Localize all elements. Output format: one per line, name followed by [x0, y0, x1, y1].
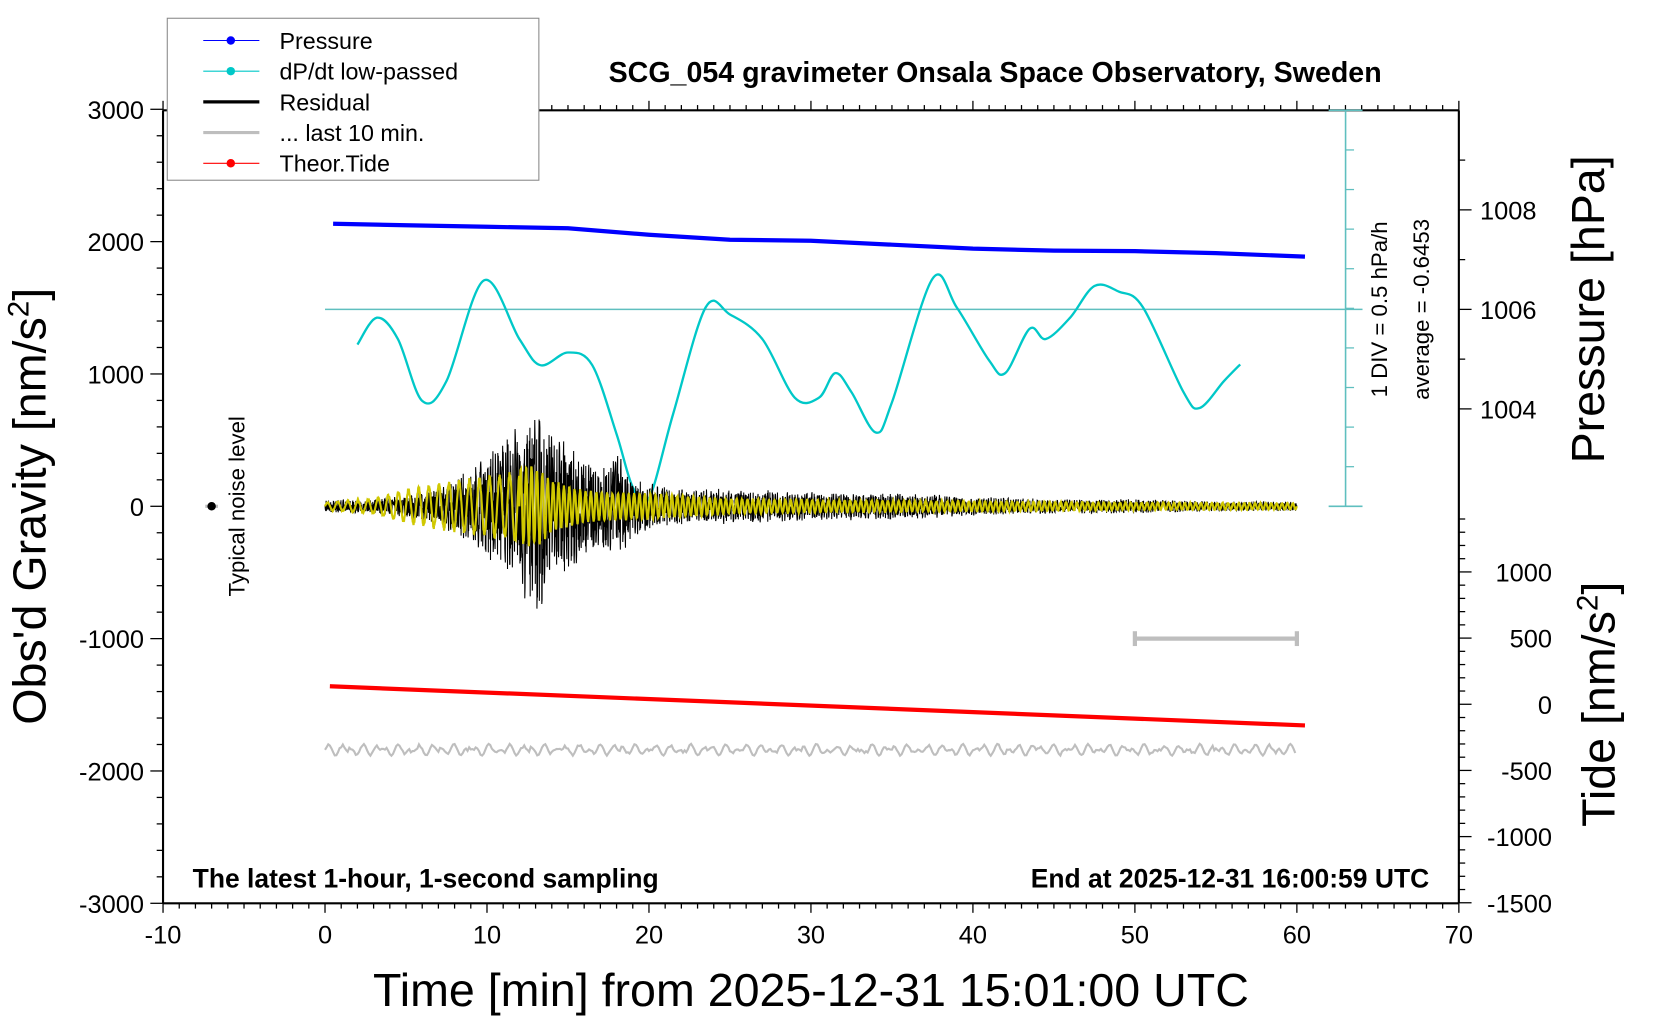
y-tick-label-tide: -1500: [1487, 890, 1552, 918]
y-tick-label-tide: -500: [1501, 758, 1552, 786]
series: [205, 221, 1363, 758]
legend: Pressure dP/dt low-passed Residual ... last…: [166, 17, 540, 181]
x-tick-label: 50: [1121, 922, 1149, 950]
x-tick-label: 30: [797, 922, 825, 950]
dpdt-average-label: average = -0.6453: [1409, 219, 1434, 400]
x-tick-label: 10: [473, 922, 501, 950]
legend-label: ... last 10 min.: [279, 120, 424, 146]
pressure-series-line: [333, 221, 1306, 259]
y-tick-label-gravity: 2000: [87, 229, 143, 257]
y-tick-label-gravity: 3000: [87, 97, 143, 125]
x-tick-label: 20: [635, 922, 663, 950]
y-tick-label-gravity: -2000: [79, 758, 144, 786]
y-tick-label-pressure: 1004: [1480, 396, 1536, 424]
noise-level-label: Typical noise level: [225, 416, 250, 596]
noise-level-marker: [207, 502, 216, 511]
y-axis-label-tide: Tide [nm/s2]: [1572, 582, 1625, 827]
y-tick-label-gravity: -3000: [79, 891, 144, 919]
y-tick-label-pressure: 1006: [1480, 297, 1536, 325]
dpdt-scale-label: 1 DIV = 0.5 hPa/h: [1367, 221, 1392, 397]
tide-series-line: [329, 684, 1306, 728]
residual-series-line: [324, 419, 1298, 609]
x-tick-label: 0: [318, 922, 332, 950]
y-tick-label-gravity: 0: [130, 494, 144, 522]
sampling-note: The latest 1-hour, 1-second sampling: [193, 863, 659, 893]
y-axis-label-pressure: Pressure [hPa]: [1562, 155, 1614, 463]
legend-box: [166, 17, 540, 181]
filtered-residual-line: [324, 464, 1298, 547]
x-tick-label: 40: [959, 922, 987, 950]
legend-label: Residual: [279, 89, 370, 115]
x-tick-label: 70: [1445, 922, 1473, 950]
y-tick-label-gravity: -1000: [79, 626, 144, 654]
dpdt-series-line: [356, 273, 1242, 505]
legend-label: Pressure: [279, 28, 372, 54]
x-tick-label: 60: [1283, 922, 1311, 950]
legend-label: dP/dt low-passed: [279, 59, 458, 85]
end-time-note: End at 2025-12-31 16:00:59 UTC: [1031, 863, 1429, 893]
y-tick-label-tide: 500: [1510, 626, 1552, 654]
chart-title: SCG_054 gravimeter Onsala Space Observat…: [609, 57, 1382, 89]
legend-marker: [226, 36, 236, 45]
last-10-min-line: [324, 742, 1297, 758]
x-axis-label: Time [min] from 2025-12-31 15:01:00 UTC: [373, 964, 1249, 1016]
y-tick-label-pressure: 1008: [1480, 197, 1536, 225]
axes: -10 0 10 20 30 40 50 60 70 3000 2000 1000 0 -1000 -200…: [79, 97, 1552, 950]
y-axis-label-gravity: Obs'd Gravity [nm/s2]: [3, 288, 56, 725]
y-tick-label-tide: 1000: [1496, 559, 1552, 587]
y-tick-label-gravity: 1000: [87, 361, 143, 389]
y-tick-label-tide: 0: [1538, 692, 1552, 720]
x-tick-label: -10: [145, 922, 182, 950]
legend-marker: [226, 159, 236, 168]
legend-label: Theor.Tide: [279, 151, 389, 177]
legend-marker: [226, 66, 236, 76]
y-tick-label-tide: -1000: [1487, 824, 1552, 852]
